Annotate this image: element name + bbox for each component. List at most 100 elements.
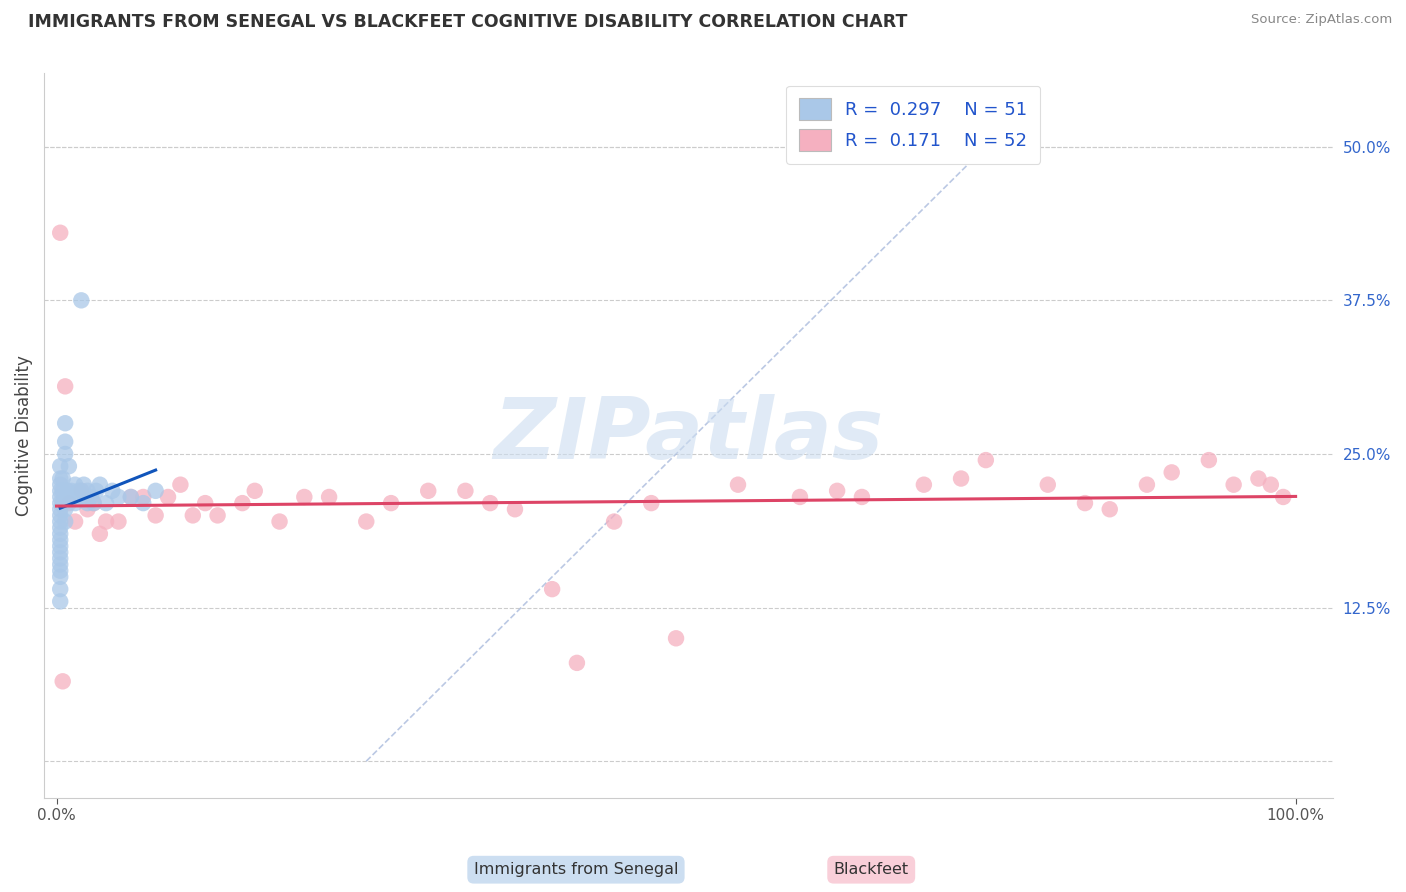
Point [52,496,75,510]
Point [56,490,79,504]
Point [49,533,72,547]
Point [49,564,72,578]
Point [912,477,935,491]
Point [157,490,180,504]
Point [194,496,217,510]
Point [56,483,79,498]
Point [825,483,848,498]
Point [727,477,749,491]
Point [132,490,155,504]
Point [58,459,80,474]
Point [53,515,76,529]
Point [49,226,72,240]
Point [49,483,72,498]
Point [49,539,72,553]
Point [49,496,72,510]
Point [640,496,662,510]
Point [83,496,105,510]
Point [49,558,72,572]
Point [1160,466,1182,480]
Text: Source: ZipAtlas.com: Source: ZipAtlas.com [1251,13,1392,27]
Point [1222,477,1244,491]
Point [89,526,111,541]
Point [181,508,204,523]
Point [851,490,873,504]
Text: Immigrants from Senegal: Immigrants from Senegal [474,863,678,877]
Point [107,515,129,529]
Point [101,483,124,498]
Point [70,483,93,498]
Point [52,674,75,689]
Point [49,545,72,559]
Point [84,483,107,498]
Point [356,515,378,529]
Point [120,490,142,504]
Point [380,496,402,510]
Point [49,594,72,608]
Point [292,490,315,504]
Point [950,471,973,485]
Point [145,483,167,498]
Point [1247,471,1270,485]
Point [60,483,83,498]
Point [49,526,72,541]
Point [76,483,98,498]
Point [63,477,86,491]
Point [70,483,93,498]
Point [49,551,72,566]
Point [243,483,266,498]
Point [94,496,117,510]
Point [1036,477,1059,491]
Point [80,490,103,504]
Point [418,483,440,498]
Point [63,515,86,529]
Point [120,490,142,504]
Point [479,496,502,510]
Point [49,508,72,523]
Point [49,570,72,584]
Point [1098,502,1121,516]
Point [52,483,75,498]
Point [49,502,72,516]
Point [53,434,76,449]
Point [665,632,688,646]
Point [67,483,90,498]
Point [318,490,340,504]
Point [73,477,96,491]
Point [454,483,477,498]
Point [49,459,72,474]
Point [1260,477,1282,491]
Point [1074,496,1097,510]
Point [145,508,167,523]
Point [76,496,98,510]
Text: Blackfeet: Blackfeet [834,863,908,877]
Point [503,502,526,516]
Point [107,490,129,504]
Point [94,515,117,529]
Point [49,477,72,491]
Point [70,293,93,308]
Point [207,508,229,523]
Point [83,496,105,510]
Point [89,477,111,491]
Point [49,515,72,529]
Point [1198,453,1220,467]
Point [52,471,75,485]
Point [53,447,76,461]
Point [269,515,291,529]
Point [76,502,98,516]
Y-axis label: Cognitive Disability: Cognitive Disability [15,355,32,516]
Point [132,496,155,510]
Point [974,453,997,467]
Point [53,502,76,516]
Point [53,416,76,430]
Point [789,490,811,504]
Point [49,490,72,504]
Point [169,477,191,491]
Point [1136,477,1159,491]
Text: IMMIGRANTS FROM SENEGAL VS BLACKFEET COGNITIVE DISABILITY CORRELATION CHART: IMMIGRANTS FROM SENEGAL VS BLACKFEET COG… [28,13,907,31]
Point [1272,490,1295,504]
Point [541,582,564,596]
Text: ZIPatlas: ZIPatlas [494,394,883,477]
Point [49,582,72,596]
